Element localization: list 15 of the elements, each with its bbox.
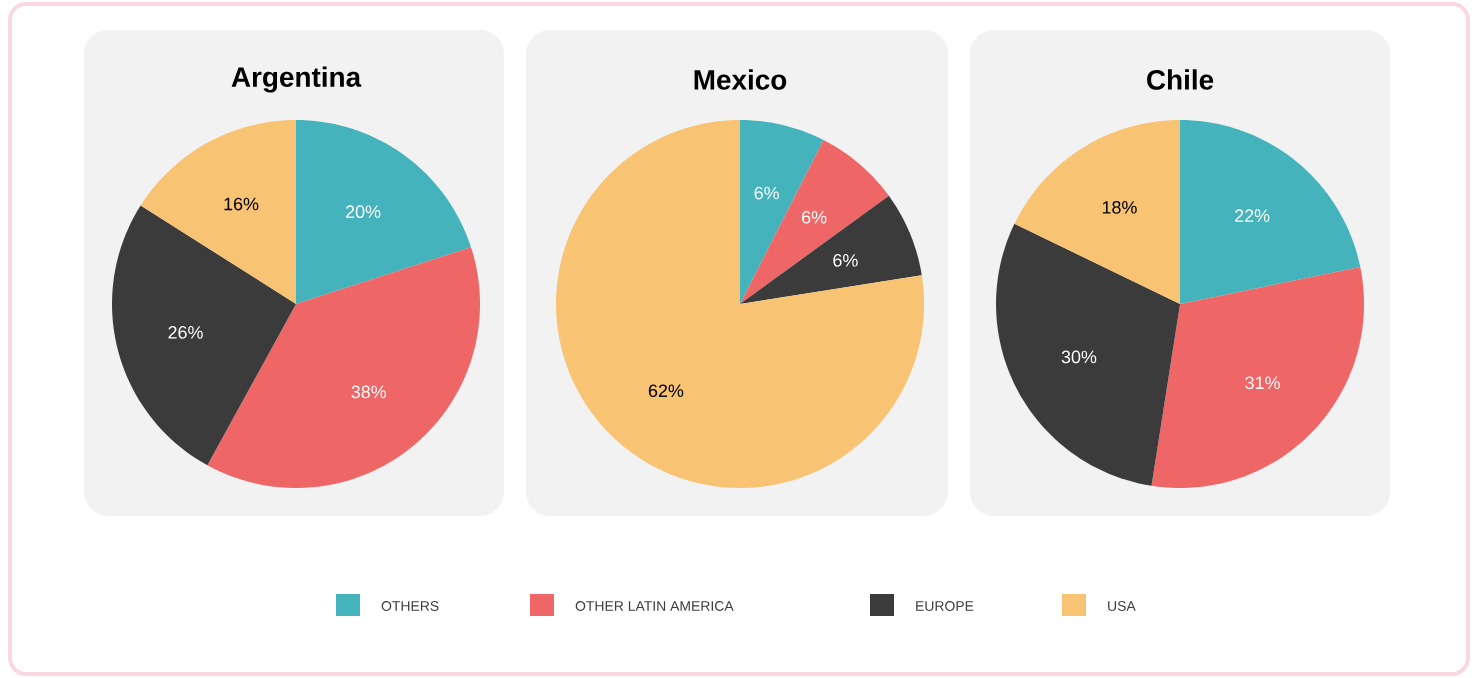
data-label: 38%: [351, 385, 387, 399]
data-label: 26%: [168, 326, 203, 339]
data-label: 6%: [802, 210, 827, 224]
chart-title: Argentina: [231, 66, 362, 93]
data-label: 18%: [1102, 200, 1137, 214]
data-label: 16%: [224, 197, 259, 211]
data-label: 20%: [346, 205, 381, 219]
chart-title: Chile: [1147, 69, 1214, 90]
data-label: 6%: [833, 253, 858, 267]
data-label: 31%: [1245, 376, 1280, 390]
data-label: 22%: [1235, 209, 1270, 222]
data-label: 62%: [648, 384, 684, 398]
data-label: 6%: [754, 186, 779, 200]
data-label: 30%: [1061, 350, 1097, 364]
chart-title: Mexico: [694, 69, 787, 90]
